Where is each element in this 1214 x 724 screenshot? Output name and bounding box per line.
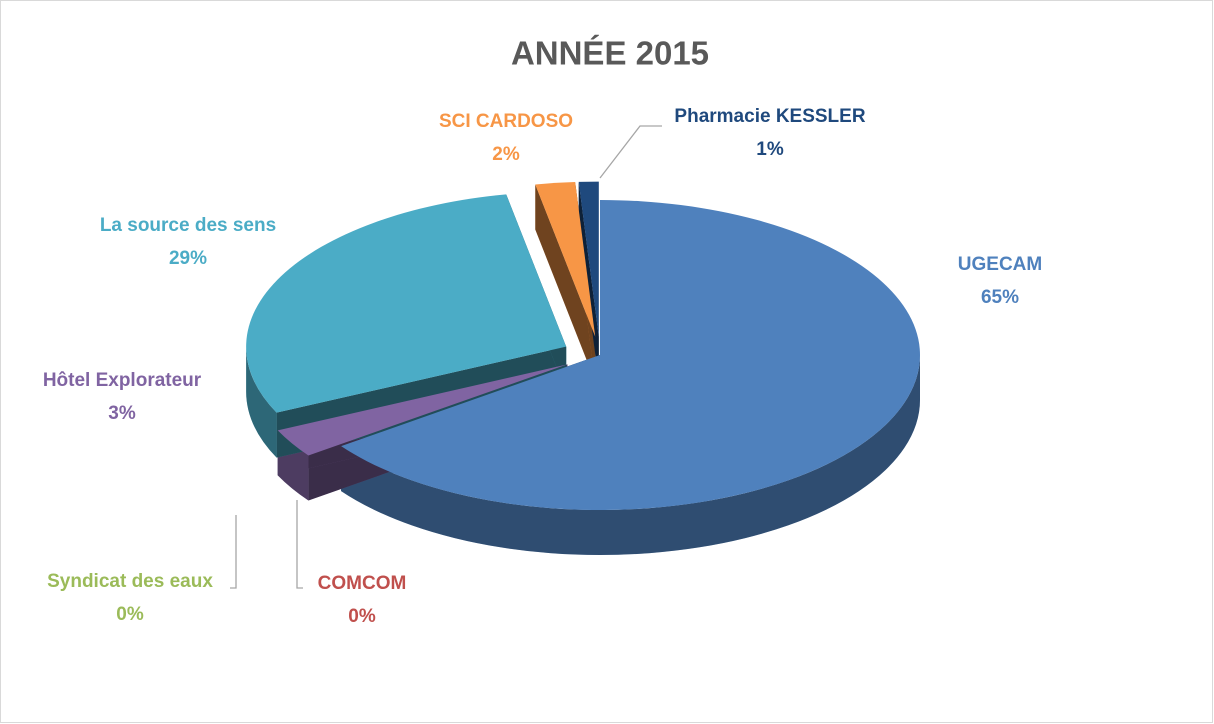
pie-slice [535, 182, 596, 337]
shade [535, 184, 596, 382]
value-label: 65% [981, 287, 1019, 308]
value-label: 29% [169, 248, 207, 269]
pie [246, 181, 920, 555]
category-label: Hôtel Explorateur [43, 370, 202, 391]
slice-side [341, 355, 920, 555]
pie-slice [341, 200, 920, 510]
shade [246, 346, 277, 458]
chart-title: ANNÉE 2015 [511, 35, 709, 72]
value-label: 2% [492, 144, 520, 165]
category-label: Syndicat des eaux [47, 571, 213, 592]
value-label: 1% [756, 139, 784, 160]
shade [341, 355, 920, 555]
pie-slice [578, 181, 599, 337]
value-label: 0% [116, 604, 144, 625]
value-label: 0% [348, 606, 376, 627]
leader-line [296, 500, 303, 589]
category-label: La source des sens [100, 215, 276, 236]
pie-slice [277, 364, 568, 456]
slice-side [246, 346, 277, 458]
value-label: 3% [108, 403, 136, 424]
pie-slice [246, 194, 567, 413]
category-label: Pharmacie KESSLER [674, 106, 865, 127]
leader-lines [230, 125, 662, 589]
leader-line [599, 125, 662, 179]
category-label: UGECAM [958, 254, 1042, 275]
category-label: COMCOM [318, 573, 407, 594]
labels: UGECAM 65% COMCOM 0% Syndicat des eaux 0% Hôte… [43, 106, 1042, 627]
leader-line [230, 515, 237, 589]
category-label: SCI CARDOSO [439, 111, 573, 132]
